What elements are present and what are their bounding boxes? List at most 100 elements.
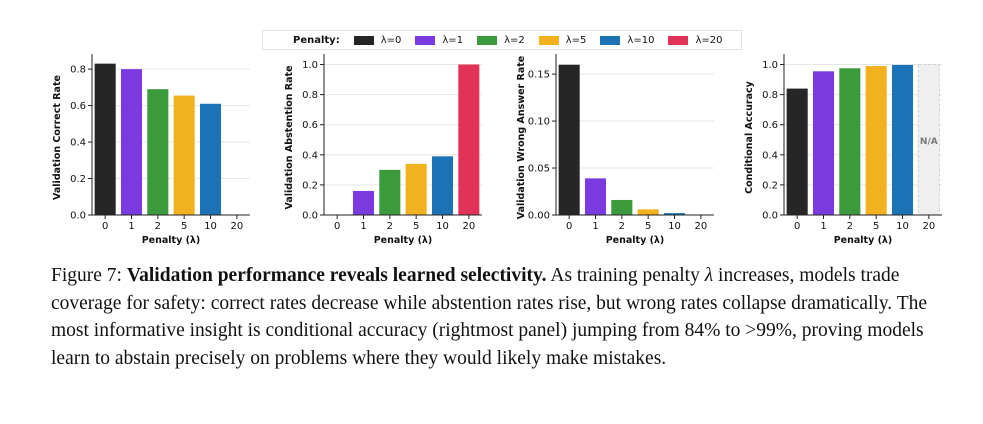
legend-label: λ=5 — [565, 34, 587, 46]
legend-item: λ=1 — [415, 35, 463, 46]
y-tick-label: 0.6 — [70, 101, 86, 112]
bar — [663, 213, 686, 215]
y-tick-label: 0.0 — [762, 211, 778, 222]
bar — [458, 64, 480, 216]
bar — [405, 163, 427, 215]
x-tick-label: 20 — [694, 221, 707, 232]
y-tick-label: 0.00 — [528, 211, 550, 222]
chart-panel-2: 0.0 0.2 0.4 0.6 0.8 1.0 0 1 2 5 10 20 Penalty (λ) Val… — [284, 54, 482, 246]
legend-swatch — [600, 35, 621, 45]
y-tick-label: 0.05 — [528, 164, 550, 175]
legend-swatch — [538, 35, 559, 45]
chart-panel-4: 0.0 0.2 0.4 0.6 0.8 1.0 0 1 2 5 10 N/A 20 Penalty (λ)… — [744, 54, 942, 246]
bar — [584, 178, 607, 215]
caption-text-2: increases, models trade coverage for saf… — [51, 265, 928, 369]
x-tick-label: 1 — [360, 221, 366, 232]
x-tick-label: 0 — [566, 221, 572, 232]
bar — [611, 199, 633, 215]
legend-swatch — [477, 35, 498, 45]
x-tick-label: 10 — [668, 221, 681, 232]
na-label: N/A — [920, 137, 938, 147]
y-tick-label: 1.0 — [762, 60, 778, 71]
y-axis-label: Conditional Accuracy — [744, 80, 755, 193]
x-tick-label: 5 — [645, 221, 651, 232]
legend-swatch — [353, 35, 374, 45]
bar — [637, 209, 659, 215]
legend-label: λ=0 — [380, 34, 402, 46]
x-tick-label: 0 — [102, 221, 108, 232]
y-tick-label: 0.2 — [70, 174, 86, 185]
legend-label: λ=20 — [695, 34, 723, 46]
bar — [173, 95, 195, 215]
x-tick-label: 20 — [230, 221, 243, 232]
x-axis-label: Penalty (λ) — [374, 235, 433, 246]
figure-caption: Figure 7: Validation performance reveals… — [51, 262, 956, 372]
legend-swatch — [415, 35, 436, 45]
y-tick-label: 0.6 — [762, 120, 778, 131]
legend-label: λ=10 — [627, 34, 655, 46]
x-tick-label: 5 — [181, 221, 187, 232]
x-tick-label: 1 — [592, 221, 598, 232]
x-tick-label: 0 — [794, 221, 800, 232]
x-tick-label: 20 — [922, 221, 935, 232]
legend-item: λ=5 — [538, 34, 587, 46]
bar — [120, 69, 143, 215]
bar — [558, 64, 580, 216]
legend-title: Penalty: — [293, 34, 340, 46]
legend-item: λ=0 — [353, 34, 402, 46]
caption-text-1: As training penalty — [550, 265, 700, 286]
y-tick-label: 0.4 — [70, 138, 86, 149]
x-tick-label: 2 — [847, 221, 853, 232]
x-tick-label: 2 — [619, 221, 625, 232]
x-tick-label: 10 — [896, 221, 909, 232]
y-tick-label: 0.6 — [302, 120, 318, 131]
x-tick-label: 10 — [436, 221, 449, 232]
x-tick-label: 5 — [413, 221, 419, 232]
bar — [147, 89, 169, 215]
x-tick-label: 2 — [155, 221, 161, 232]
bar — [431, 156, 454, 215]
y-axis-label: Validation Correct Rate — [52, 75, 63, 200]
x-tick-label: 20 — [462, 221, 475, 232]
caption-label: Figure 7: — [51, 265, 122, 286]
bar — [352, 190, 375, 215]
y-tick-label: 0.8 — [302, 90, 318, 101]
y-tick-label: 0.10 — [528, 117, 550, 128]
x-tick-label: 5 — [873, 221, 879, 232]
bar — [839, 68, 861, 215]
caption-symbol: λ — [704, 265, 714, 286]
bar — [891, 64, 914, 215]
x-tick-label: 10 — [204, 221, 217, 232]
y-tick-label: 0.0 — [70, 211, 86, 222]
x-tick-label: 1 — [128, 221, 134, 232]
y-tick-label: 0.4 — [302, 150, 318, 161]
chart-panel-1: 0.0 0.2 0.4 0.6 0.8 0 1 2 5 10 20 Penalty (λ) Valida… — [52, 54, 250, 246]
y-tick-label: 1.0 — [302, 60, 318, 71]
legend-item: λ=20 — [668, 35, 722, 46]
y-tick-label: 0.2 — [762, 180, 778, 191]
x-tick-label: 0 — [334, 221, 340, 232]
legend-item: λ=10 — [600, 35, 654, 46]
legend-label: λ=2 — [504, 34, 525, 46]
chart-panel-3: 0.00 0.05 0.10 0.15 0 1 2 5 10 20 Penalty (λ) Valid… — [516, 54, 714, 246]
y-tick-label: 0.15 — [528, 70, 550, 81]
x-tick-label: 1 — [820, 221, 826, 232]
y-tick-label: 0.8 — [762, 90, 778, 101]
y-tick-label: 0.0 — [302, 211, 318, 222]
legend-label: λ=1 — [442, 34, 464, 46]
y-axis-label: Validation Abstention Rate — [284, 65, 295, 209]
y-tick-label: 0.2 — [302, 180, 318, 191]
bar — [379, 169, 401, 215]
x-axis-label: Penalty (λ) — [142, 235, 201, 246]
bar — [786, 88, 808, 215]
bar — [199, 103, 222, 215]
y-axis-label: Validation Wrong Answer Rate — [516, 56, 527, 219]
bar — [865, 66, 887, 216]
caption-bold: Validation performance reveals learned s… — [126, 265, 547, 286]
x-axis-label: Penalty (λ) — [834, 235, 893, 246]
legend-item: λ=2 — [477, 35, 525, 46]
legend: Penalty: λ=0 λ=1 λ=2 λ=5 λ=10 λ=20 — [262, 30, 742, 50]
bar — [812, 71, 835, 215]
y-tick-label: 0.8 — [70, 65, 86, 76]
